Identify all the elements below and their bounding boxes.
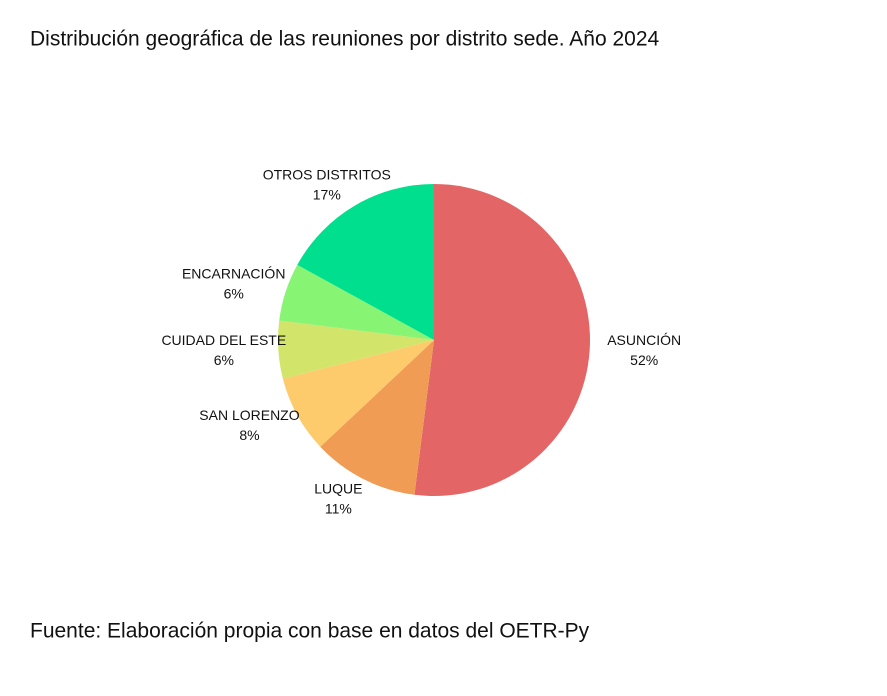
slice-label: SAN LORENZO: [199, 407, 299, 423]
slice-label: ASUNCIÓN: [607, 332, 681, 348]
pie-slice: [282, 340, 434, 447]
slice-label: OTROS DISTRITOS: [263, 166, 391, 182]
slice-label: LUQUE: [314, 481, 362, 497]
slice-value-label: 6%: [224, 285, 244, 301]
pie-slice: [278, 320, 434, 379]
slice-value-label: 6%: [214, 352, 234, 368]
chart-title: Distribución geográfica de las reuniones…: [30, 28, 660, 51]
pie-slice: [320, 340, 434, 495]
pie-slice: [297, 184, 434, 340]
slice-value-label: 11%: [325, 501, 352, 517]
source-note: Fuente: Elaboración propia con base en d…: [30, 620, 590, 643]
slice-label: CUIDAD DEL ESTE: [161, 332, 286, 348]
pie-slice: [279, 264, 434, 340]
pie-slice: [414, 184, 590, 496]
slice-value-label: 17%: [313, 186, 341, 202]
slice-label: ENCARNACIÓN: [182, 265, 285, 281]
slice-value-label: 52%: [630, 352, 658, 368]
slice-value-label: 8%: [239, 427, 259, 443]
